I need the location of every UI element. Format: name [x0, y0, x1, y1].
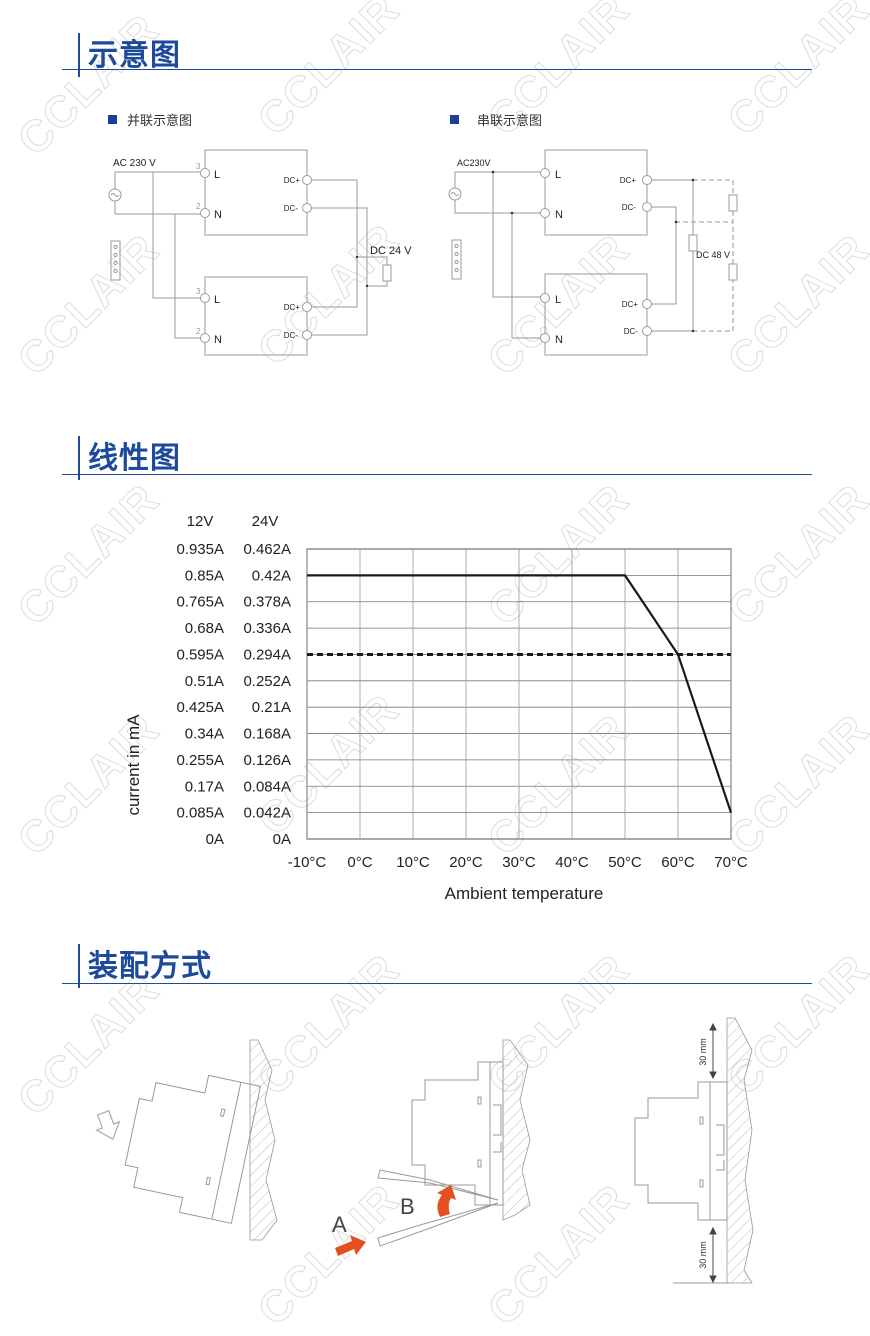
pin-number: 2 [196, 202, 201, 211]
terminal-n: N [555, 334, 563, 346]
series-label: 串联示意图 [477, 114, 543, 129]
bullet-square-icon [108, 115, 117, 124]
y-tick-label-24v: 0.21A [252, 699, 291, 716]
terminal-dc-plus: DC+ [622, 300, 639, 309]
push-arrow-icon [335, 1235, 366, 1256]
lift-arrow-icon [437, 1185, 456, 1217]
series-diagram: AC230V DC 48 V L N L N DC+ DC- DC+ DC- [448, 149, 738, 356]
x-tick-label: 10°C [396, 854, 430, 871]
y-tick-label-24v: 0.378A [243, 594, 291, 611]
y-tick-label-24v: 0.168A [243, 726, 291, 743]
y-tick-label-12v: 0.765A [176, 594, 224, 611]
x-tick-label: 30°C [502, 854, 536, 871]
terminal-dc-plus: DC+ [284, 303, 301, 312]
bullet-square-icon [450, 115, 459, 124]
terminal-l: L [555, 169, 561, 181]
dc-label: DC 48 V [696, 250, 730, 260]
y-tick-label-24v: 0.42A [252, 567, 291, 584]
terminal-n: N [214, 334, 222, 346]
y-axis-header-24v: 24V [252, 513, 279, 530]
y-tick-label-12v: 0.68A [185, 620, 224, 637]
section-title-mounting: 装配方式 [88, 949, 212, 984]
y-tick-label-24v: 0.042A [243, 805, 291, 822]
y-tick-label-24v: 0.462A [243, 541, 291, 558]
x-tick-label: 20°C [449, 854, 483, 871]
parallel-label: 并联示意图 [127, 114, 193, 129]
y-tick-label-24v: 0.294A [243, 646, 291, 663]
derating-chart: 0.935A 0.462A 0.85A 0.42A 0.765A 0.378A 0.68A 0… [124, 513, 748, 903]
y-tick-label-12v: 0.34A [185, 726, 224, 743]
label-b: B [400, 1194, 415, 1219]
terminal-dc-minus: DC- [284, 331, 299, 340]
y-tick-label-24v: 0A [273, 831, 291, 848]
section-bar [78, 436, 80, 480]
y-tick-label-12v: 0.595A [176, 646, 224, 663]
clearance-bottom-label: 30 mm [698, 1241, 708, 1269]
y-tick-label-12v: 0.935A [176, 541, 224, 558]
x-tick-label: 60°C [661, 854, 695, 871]
down-arrow-icon [95, 1110, 121, 1141]
terminal-n: N [214, 209, 222, 221]
pin-number: 2 [196, 327, 201, 336]
terminal-dc-minus: DC- [622, 203, 637, 212]
y-tick-label-12v: 0.85A [185, 567, 224, 584]
parallel-diagram: AC 230 V DC 24 V 3 2 3 2 L N L N DC+ DC-… [108, 149, 412, 356]
mounting-clearance: 30 mm 30 mm [634, 1017, 754, 1284]
x-tick-label: 50°C [608, 854, 642, 871]
section-divider [62, 474, 812, 475]
x-tick-label: 40°C [555, 854, 589, 871]
y-axis-label: current in mA [124, 714, 143, 816]
mounting-step-remove: A B [332, 1039, 531, 1256]
terminal-dc-plus: DC+ [620, 176, 637, 185]
y-tick-label-24v: 0.126A [243, 752, 291, 769]
terminal-dc-plus: DC+ [284, 176, 301, 185]
y-tick-label-12v: 0.085A [176, 805, 224, 822]
x-tick-label: -10°C [288, 854, 327, 871]
dc-label: DC 24 V [370, 245, 412, 257]
mounting-step-attach [95, 1039, 278, 1241]
terminal-n: N [555, 209, 563, 221]
y-tick-label-12v: 0A [206, 831, 224, 848]
ac-label: AC 230 V [113, 158, 156, 169]
terminal-dc-minus: DC- [624, 327, 639, 336]
parallel-heading: 并联示意图 [108, 110, 192, 129]
section-divider [62, 983, 812, 984]
label-a: A [332, 1212, 347, 1237]
section-title-schematic: 示意图 [88, 38, 181, 73]
y-axis-header-12v: 12V [187, 513, 214, 530]
ac-label: AC230V [457, 158, 491, 168]
clearance-top-label: 30 mm [698, 1038, 708, 1066]
series-heading: 串联示意图 [450, 110, 542, 129]
terminal-l: L [555, 294, 561, 306]
y-tick-label-12v: 0.17A [185, 778, 224, 795]
series-line-derating [307, 574, 733, 813]
y-tick-label-24v: 0.336A [243, 620, 291, 637]
pin-number: 3 [196, 287, 201, 296]
x-tick-label: 0°C [347, 854, 372, 871]
terminal-dc-minus: DC- [284, 204, 299, 213]
section-title-linear: 线性图 [88, 441, 181, 476]
y-tick-label-24v: 0.084A [243, 778, 291, 795]
x-tick-label: 70°C [714, 854, 748, 871]
y-tick-label-24v: 0.252A [243, 673, 291, 690]
terminal-l: L [214, 294, 220, 306]
y-tick-label-12v: 0.51A [185, 673, 224, 690]
section-bar [78, 944, 80, 988]
section-divider [62, 69, 812, 70]
y-tick-label-12v: 0.425A [176, 699, 224, 716]
pin-number: 3 [196, 162, 201, 171]
section-bar [78, 33, 80, 77]
terminal-l: L [214, 169, 220, 181]
x-axis-label: Ambient temperature [445, 884, 604, 903]
y-tick-label-12v: 0.255A [176, 752, 224, 769]
